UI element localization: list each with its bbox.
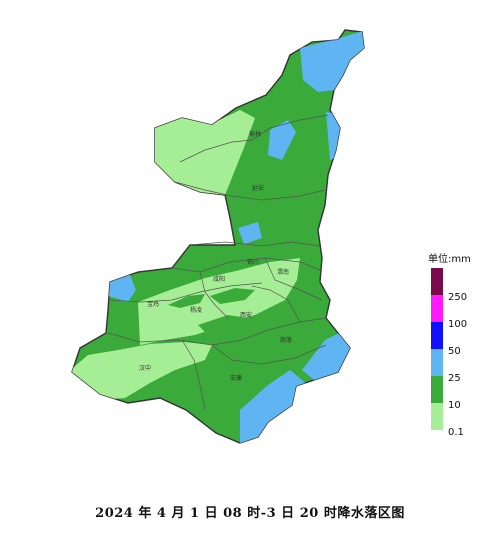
legend-label-250: 250 bbox=[448, 292, 468, 303]
city-label-hanzhong: 汉中 bbox=[139, 364, 151, 372]
legend-swatch-10 bbox=[431, 376, 443, 403]
city-label-xianyang: 咸阳 bbox=[213, 275, 225, 283]
city-label-xian: 西安 bbox=[240, 311, 252, 319]
legend-title: 单位:mm bbox=[428, 254, 471, 265]
city-label-baoji: 宝鸡 bbox=[147, 300, 159, 308]
green-patch-3 bbox=[198, 315, 248, 332]
legend-swatch-100 bbox=[431, 295, 443, 322]
light-green-zone-southwest bbox=[72, 342, 212, 400]
city-boundaries bbox=[107, 114, 329, 411]
legend-label-50: 50 bbox=[448, 346, 461, 357]
blue-zone-yanan bbox=[238, 222, 262, 244]
green-patch-2 bbox=[210, 288, 255, 304]
legend-swatch-0.1 bbox=[431, 403, 443, 430]
blue-zone-yulin-center bbox=[268, 120, 296, 160]
legend-swatch-50 bbox=[431, 322, 443, 349]
legend-label-10: 10 bbox=[448, 400, 461, 411]
city-label-tongchuan: 铜川 bbox=[247, 258, 259, 266]
precipitation-map: 榆林 延安 铜川 渭南 咸阳 宝鸡 杨凌 西安 商洛 汉中 安康 bbox=[71, 29, 365, 444]
legend-label-0.1: 0.1 bbox=[448, 427, 464, 438]
green-patch-1 bbox=[168, 294, 205, 308]
legend: 单位:mm 250 100 50 25 10 0.1 bbox=[428, 250, 498, 450]
city-label-yulin: 榆林 bbox=[249, 130, 261, 138]
map-caption: 2024 年 4 月 1 日 08 时-3 日 20 时降水落区图 bbox=[95, 506, 405, 521]
blue-zone-south bbox=[240, 370, 308, 443]
city-label-weinan: 渭南 bbox=[277, 268, 289, 276]
legend-label-100: 100 bbox=[448, 319, 468, 330]
city-label-yanan: 延安 bbox=[252, 184, 264, 192]
light-green-zone-north bbox=[150, 110, 255, 195]
legend-swatch-25 bbox=[431, 349, 443, 376]
blue-zone-northeast bbox=[300, 30, 364, 92]
legend-label-25: 25 bbox=[448, 373, 461, 384]
city-label-ankang: 安康 bbox=[230, 374, 242, 382]
legend-swatch-250 bbox=[431, 268, 443, 295]
city-label-shangluo: 商洛 bbox=[280, 336, 292, 344]
city-label-yangling: 杨凌 bbox=[190, 306, 202, 314]
